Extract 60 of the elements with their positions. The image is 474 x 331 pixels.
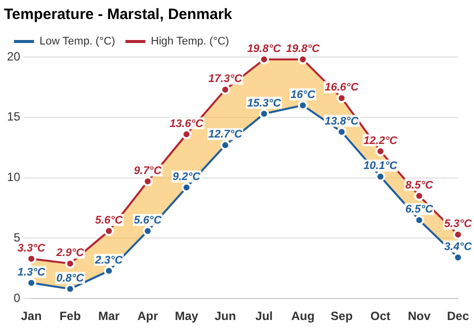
data-label: 17.3°C [208, 73, 244, 86]
data-label: 13.6°C [170, 118, 204, 130]
x-tick-label: Mar [98, 309, 120, 324]
point [298, 100, 308, 110]
point [142, 226, 153, 236]
chart-title: Temperature - Marstal, Denmark [4, 6, 233, 24]
y-tick-label: 20 [6, 49, 21, 64]
y-tick-label: 0 [14, 290, 21, 305]
data-label: 3.3°C [18, 242, 46, 254]
x-tick-label: Oct [370, 309, 390, 324]
point [414, 190, 424, 201]
point [65, 258, 76, 269]
data-label: 5.3°C [444, 218, 473, 230]
data-label: 8.5°C [405, 179, 434, 192]
x-tick-label: Jan [21, 309, 42, 324]
x-tick-label: Sep [330, 309, 353, 324]
point [181, 182, 192, 192]
point [414, 215, 424, 226]
data-label: 19.8°C [286, 42, 321, 55]
point [104, 226, 114, 236]
point [336, 126, 347, 137]
data-label: 12.7°C [208, 128, 244, 141]
x-tick-label: May [174, 309, 198, 324]
point [220, 84, 230, 95]
point [375, 146, 386, 156]
data-label: 5.6°C [95, 214, 124, 226]
data-label: 10.1°C [364, 160, 398, 172]
point [259, 108, 270, 119]
data-label: 12.2°C [364, 134, 398, 147]
data-label: 19.8°C [247, 42, 282, 55]
x-tick-label: Apr [137, 309, 158, 324]
legend-label: High Temp. (°C) [150, 36, 230, 48]
x-tick-label: Feb [59, 309, 81, 324]
data-label: 9.2°C [172, 170, 202, 183]
x-tick-label: Aug [291, 309, 315, 324]
point [375, 172, 386, 182]
point [220, 140, 230, 150]
data-label: 13.8°C [324, 115, 360, 128]
x-tick-label: Jul [255, 309, 273, 324]
x-tick-label: Jun [214, 309, 236, 324]
y-tick-label: 15 [6, 110, 21, 124]
data-label: 15.3°C [247, 97, 282, 110]
point [142, 176, 153, 186]
data-label: 1.3°C [18, 266, 46, 278]
point [336, 93, 347, 104]
data-label: 0.8°C [56, 272, 86, 284]
y-tick-label: 10 [6, 170, 21, 184]
data-label: 6.5°C [405, 204, 434, 216]
data-label: 16°C [290, 88, 316, 101]
point [181, 129, 192, 140]
data-label: 9.7°C [134, 164, 163, 177]
legend-label: Low Temp. (°C) [40, 36, 116, 48]
data-label: 3.4°C [444, 241, 473, 254]
data-label: 2.3°C [94, 254, 124, 266]
data-label: 16.6°C [324, 82, 360, 94]
data-label: 5.6°C [134, 214, 163, 226]
x-tick-label: Nov [408, 309, 431, 324]
x-tick-label: Dec [446, 309, 470, 324]
data-label: 2.9°C [55, 247, 86, 260]
y-tick-label: 5 [14, 230, 21, 245]
